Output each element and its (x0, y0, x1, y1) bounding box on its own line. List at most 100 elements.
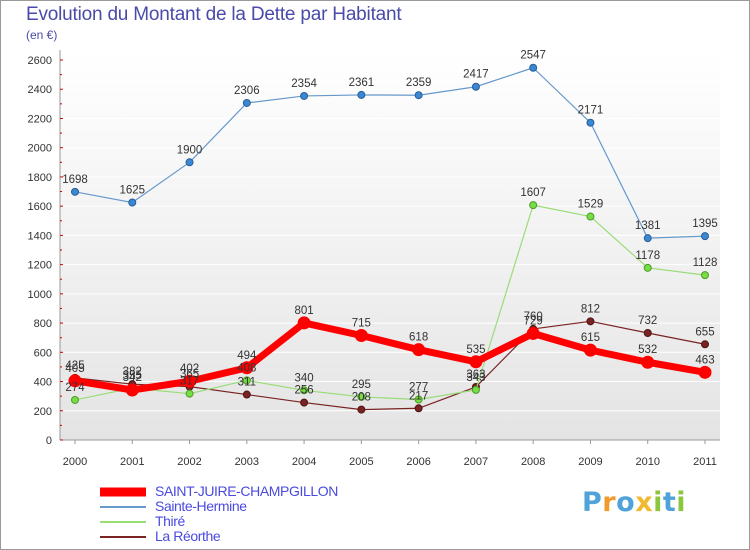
data-point-la-reorthe (586, 317, 595, 326)
x-tick-label: 2009 (578, 456, 602, 468)
data-point-la-reorthe (643, 329, 652, 338)
x-tick-label: 2007 (464, 456, 488, 468)
data-label-saint-juire-champgillon: 494 (237, 350, 257, 362)
y-tick-label: 1800 (28, 172, 52, 184)
data-point-sainte-hermine (300, 91, 309, 100)
data-label-sainte-hermine: 2171 (578, 105, 604, 117)
data-point-saint-juire-champgillon (297, 316, 311, 330)
data-label-sainte-hermine: 2547 (520, 50, 546, 62)
legend-item-la-reorthe: La Réorthe (100, 528, 420, 544)
y-tick-label: 200 (34, 406, 52, 418)
data-label-sainte-hermine: 1381 (635, 220, 661, 232)
data-point-saint-juire-champgillon (698, 365, 712, 379)
data-label-saint-juire-champgillon: 532 (638, 344, 657, 356)
data-label-thire: 408 (237, 362, 256, 374)
data-point-la-reorthe (414, 404, 423, 413)
legend-item-sainte-hermine: Sainte-Hermine (100, 498, 420, 514)
data-label-sainte-hermine: 1698 (62, 174, 88, 186)
logo-letter: r (602, 487, 617, 518)
data-point-thire (471, 385, 480, 394)
data-point-la-reorthe (242, 390, 251, 399)
data-point-saint-juire-champgillon (68, 374, 82, 388)
data-point-thire (529, 201, 538, 210)
x-axis-ticks: 2000 2001 2002 2003 2004 2005 2006 2007 2008 2009… (63, 440, 717, 468)
data-label-sainte-hermine: 2361 (349, 77, 375, 89)
data-point-thire (185, 389, 194, 398)
chart-title: Evolution du Montant de la Dette par Hab… (26, 4, 402, 25)
data-point-sainte-hermine (242, 98, 251, 107)
x-tick-label: 2011 (693, 456, 717, 468)
data-label-la-reorthe: 363 (466, 369, 485, 381)
data-point-sainte-hermine (185, 158, 194, 167)
x-tick-label: 2005 (349, 456, 373, 468)
data-point-thire (242, 376, 251, 385)
data-label-la-reorthe: 365 (180, 369, 199, 381)
data-point-sainte-hermine (128, 198, 137, 207)
data-label-saint-juire-champgillon: 405 (65, 363, 84, 375)
y-axis-ticks: 0 200 400 600 800 1000 1200 1400 1600 1800 2000 220… (28, 55, 63, 447)
data-label-thire: 1529 (578, 199, 604, 211)
legend-label-sainte-hermine: Sainte-Hermine (155, 498, 247, 514)
data-point-sainte-hermine (471, 82, 480, 91)
data-label-sainte-hermine: 2359 (406, 77, 432, 89)
data-point-sainte-hermine (643, 234, 652, 243)
data-label-sainte-hermine: 1395 (692, 218, 718, 230)
series-line-sainte-hermine (74, 67, 706, 239)
data-point-thire (414, 395, 423, 404)
legend-label-thire: Thiré (155, 513, 185, 529)
y-tick-label: 400 (34, 377, 52, 389)
x-tick-label: 2002 (177, 456, 201, 468)
y-tick-label: 2600 (28, 55, 52, 67)
data-point-sainte-hermine (529, 63, 538, 72)
data-label-sainte-hermine: 2354 (291, 78, 317, 90)
data-label-la-reorthe: 655 (695, 326, 714, 338)
data-label-la-reorthe: 425 (65, 360, 84, 372)
data-point-la-reorthe (357, 405, 366, 414)
legend-label-la-reorthe: La Réorthe (155, 528, 221, 544)
legend-item-saint-juire: SAINT-JUIRE-CHAMPGILLON (100, 483, 420, 499)
y-tick-label: 2400 (28, 84, 52, 96)
legend-label-saint-juire: SAINT-JUIRE-CHAMPGILLON (155, 483, 338, 499)
x-tick-label: 2008 (521, 456, 545, 468)
series-line-thire (74, 204, 706, 401)
data-label-thire: 1128 (693, 257, 718, 269)
data-point-sainte-hermine (71, 187, 79, 196)
data-point-saint-juire-champgillon (641, 355, 655, 369)
logo-letter: P (582, 487, 603, 518)
logo-letter: x (635, 487, 654, 518)
proxiti-logo: Proxiti (582, 487, 686, 518)
y-tick-label: 800 (34, 318, 52, 330)
data-point-sainte-hermine (414, 91, 423, 100)
data-point-saint-juire-champgillon (183, 374, 197, 388)
data-label-saint-juire-champgillon: 715 (352, 318, 371, 330)
data-label-la-reorthe: 217 (409, 390, 428, 402)
legend: SAINT-JUIRE-CHAMPGILLON Sainte-Hermine T… (100, 483, 420, 544)
data-point-sainte-hermine (586, 118, 595, 127)
data-label-la-reorthe: 732 (638, 315, 657, 327)
data-point-thire (586, 212, 595, 221)
legend-swatch-la-reorthe (100, 535, 146, 538)
data-label-la-reorthe: 760 (524, 311, 543, 323)
data-label-thire: 295 (352, 379, 371, 391)
legend-swatch-sainte-hermine (100, 505, 146, 508)
data-labels-group: 425 382 365 311 256 208 217 363 760 812 732 655 274 3… (62, 50, 718, 404)
data-point-saint-juire-champgillon (412, 343, 426, 357)
data-label-sainte-hermine: 1625 (119, 185, 145, 197)
data-label-thire: 274 (65, 382, 85, 394)
data-label-sainte-hermine: 2306 (234, 85, 260, 97)
x-tick-label: 2000 (63, 456, 87, 468)
data-label-sainte-hermine: 2417 (463, 69, 489, 81)
data-label-thire: 1607 (520, 187, 546, 199)
data-point-thire (71, 395, 79, 404)
data-label-thire: 1178 (635, 250, 660, 262)
data-point-thire (300, 386, 309, 395)
x-tick-label: 2010 (635, 456, 659, 468)
data-point-saint-juire-champgillon (526, 326, 540, 340)
data-point-saint-juire-champgillon (125, 383, 139, 397)
logo-letter: o (616, 487, 636, 518)
data-label-saint-juire-champgillon: 618 (409, 332, 428, 344)
axes (59, 50, 720, 441)
data-point-saint-juire-champgillon (240, 361, 254, 375)
x-tick-label: 2003 (235, 456, 259, 468)
